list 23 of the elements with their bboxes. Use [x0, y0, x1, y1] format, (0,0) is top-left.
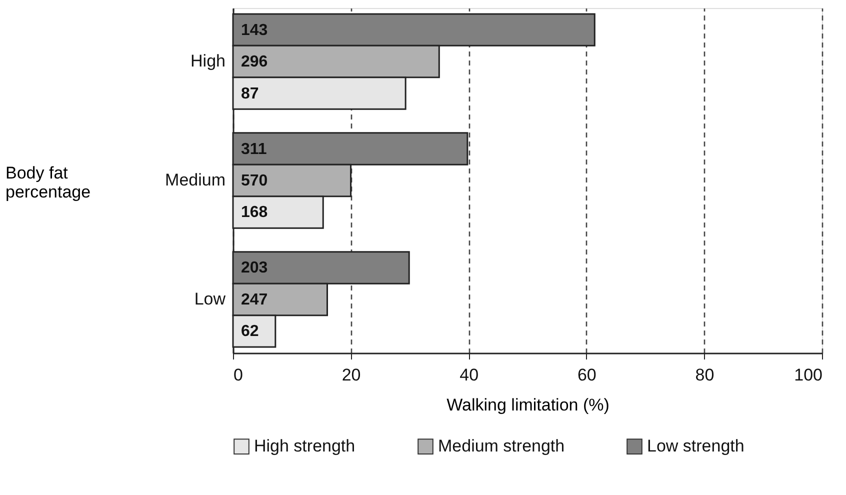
annotation: 143	[241, 22, 268, 39]
x-axis-title: Walking limitation (%)	[446, 396, 610, 414]
annotation: 168	[241, 204, 268, 222]
annotation: 62	[241, 323, 259, 340]
legend-label: High strength	[254, 436, 356, 456]
x-tick-label: 20	[342, 366, 361, 384]
annotation: 247	[241, 291, 268, 308]
x-tick-label: 60	[577, 366, 596, 384]
x-tick-label: 40	[460, 366, 479, 384]
x-tick-label: 80	[695, 366, 714, 384]
annotation: 296	[241, 54, 268, 71]
x-tick-label: 0	[234, 366, 243, 384]
annotation: 311	[241, 140, 267, 158]
legend-label: Medium strength	[438, 436, 565, 456]
y-axis-title: Body fat percentage	[6, 164, 91, 202]
legend-label: Low strength	[647, 436, 744, 456]
annotation: 570	[241, 172, 268, 190]
y-tick-label: High	[190, 52, 226, 71]
x-tick-label: 100	[794, 366, 822, 384]
annotation: 87	[241, 85, 259, 102]
y-tick-label: Medium	[165, 170, 226, 190]
annotation: 203	[241, 260, 268, 277]
y-tick-label: Low	[194, 289, 226, 308]
